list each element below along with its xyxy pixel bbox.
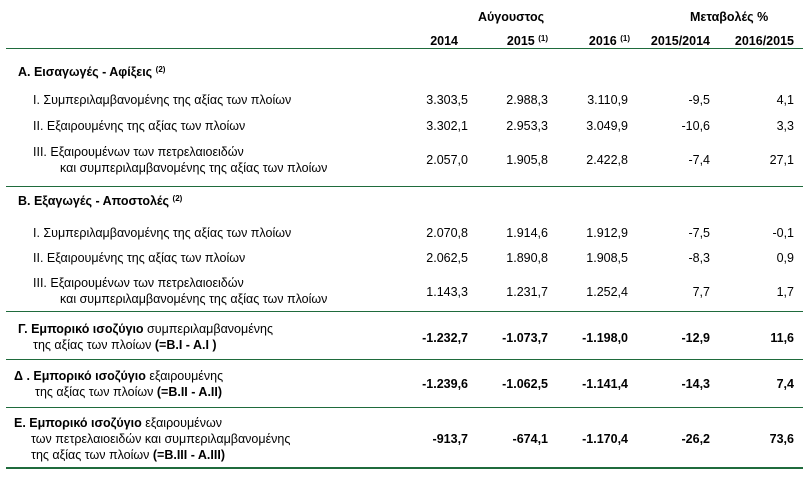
row-g-label-line1: Γ. Εμπορικό ισοζύγιο συμπεριλαμβανομένης	[18, 322, 273, 336]
row-a3-2016: 2.422,8	[586, 153, 628, 167]
section-rule-d	[6, 359, 803, 360]
row-a1-2016: 3.110,9	[587, 93, 628, 107]
row-g-1615: 11,6	[770, 331, 794, 345]
row-b3-2016: 1.252,4	[586, 285, 628, 299]
row-g-2014: -1.232,7	[422, 331, 468, 345]
row-g-1514: -12,9	[681, 331, 711, 345]
row-a3-2014: 2.057,0	[426, 153, 468, 167]
row-g-2015: -1.073,7	[502, 331, 548, 345]
row-a1-1615: 4,1	[776, 93, 794, 107]
row-e-label-line1: Ε. Εμπορικό ισοζύγιο εξαιρουμένων	[14, 416, 223, 430]
row-b1-label: Ι. Συμπεριλαμβανομένης της αξίας των πλο…	[33, 226, 292, 240]
row-a1-2014: 3.303,5	[426, 93, 468, 107]
row-a2-label: ΙΙ. Εξαιρουμένης της αξίας των πλοίων	[33, 119, 246, 133]
row-a3-label-line2: και συμπεριλαμβανομένης της αξίας των πλ…	[60, 161, 328, 175]
row-b1-2016: 1.912,9	[586, 226, 628, 240]
row-a2-1615: 3,3	[776, 119, 794, 133]
row-b2-2015: 1.890,8	[506, 251, 548, 265]
header-2015-2014: 2015/2014	[650, 34, 710, 48]
row-g-2016: -1.198,0	[582, 331, 628, 345]
row-b2-2016: 1.908,5	[586, 251, 628, 265]
row-b2-1514: -8,3	[688, 251, 710, 265]
header-changes: Μεταβολές %	[690, 10, 769, 24]
row-a2-1514: -10,6	[681, 119, 711, 133]
row-a2-2014: 3.302,1	[426, 119, 468, 133]
section-rule-b	[6, 186, 803, 187]
row-e-1615: 73,6	[769, 432, 794, 446]
header-rule	[6, 48, 803, 49]
row-b3-label-line2: και συμπεριλαμβανομένης της αξίας των πλ…	[60, 292, 328, 306]
row-b3-1615: 1,7	[776, 285, 794, 299]
row-b3-label-line1: ΙΙΙ. Εξαιρουμένων των πετρελαιοειδών	[33, 276, 244, 290]
row-d-label-line1: Δ . Εμπορικό ισοζύγιο εξαιρουμένης	[14, 369, 224, 383]
header-2016-2015: 2016/2015	[734, 34, 794, 48]
row-a3-2015: 1.905,8	[506, 153, 548, 167]
row-a3-1514: -7,4	[688, 153, 710, 167]
row-a3-label-line1: ΙΙΙ. Εξαιρουμένων των πετρελαιοειδών	[33, 145, 244, 159]
row-e-2016: -1.170,4	[582, 432, 628, 446]
row-a2-2015: 2.953,3	[506, 119, 548, 133]
row-a1-2015: 2.988,3	[506, 93, 548, 107]
row-d-2015: -1.062,5	[502, 377, 548, 391]
bottom-rule	[6, 467, 803, 469]
row-b3-2014: 1.143,3	[426, 285, 468, 299]
row-a1-1514: -9,5	[688, 93, 710, 107]
row-d-2014: -1.239,6	[422, 377, 468, 391]
section-b-title: Β. Εξαγωγές - Αποστολές (2)	[18, 194, 183, 208]
header-2015: 2015 (1)	[506, 34, 548, 48]
row-e-1514: -26,2	[681, 432, 711, 446]
header-2014: 2014	[430, 34, 458, 48]
row-e-2014: -913,7	[432, 432, 468, 446]
row-b2-1615: 0,9	[776, 251, 794, 265]
row-a1-label: Ι. Συμπεριλαμβανομένης της αξίας των πλο…	[33, 93, 292, 107]
row-d-label-line2: της αξίας των πλοίων (=Β.ΙΙ - Α.ΙΙ)	[35, 385, 223, 399]
row-b3-1514: 7,7	[692, 285, 710, 299]
row-d-2016: -1.141,4	[582, 377, 628, 391]
row-e-2015: -674,1	[512, 432, 548, 446]
row-b1-2015: 1.914,6	[506, 226, 548, 240]
row-e-label-line2: των πετρελαιοειδών και συμπεριλαμβανομέν…	[31, 432, 291, 446]
section-a-title: Α. Εισαγωγές - Αφίξεις (2)	[18, 65, 166, 79]
row-b3-2015: 1.231,7	[506, 285, 548, 299]
row-d-1514: -14,3	[681, 377, 711, 391]
row-b2-label: ΙΙ. Εξαιρουμένης της αξίας των πλοίων	[33, 251, 246, 265]
row-b1-2014: 2.070,8	[426, 226, 468, 240]
section-rule-g	[6, 311, 803, 312]
header-august: Αύγουστος	[478, 10, 545, 24]
row-b2-2014: 2.062,5	[426, 251, 468, 265]
row-d-1615: 7,4	[776, 377, 794, 391]
row-a3-1615: 27,1	[769, 153, 794, 167]
row-b1-1514: -7,5	[688, 226, 710, 240]
row-b1-1615: -0,1	[772, 226, 794, 240]
row-g-label-line2: της αξίας των πλοίων (=Β.Ι - Α.Ι )	[33, 338, 217, 352]
header-2016: 2016 (1)	[588, 34, 630, 48]
row-a2-2016: 3.049,9	[586, 119, 628, 133]
row-e-label-line3: της αξίας των πλοίων (=Β.ΙΙΙ - Α.ΙΙΙ)	[31, 448, 225, 462]
section-rule-e	[6, 407, 803, 408]
